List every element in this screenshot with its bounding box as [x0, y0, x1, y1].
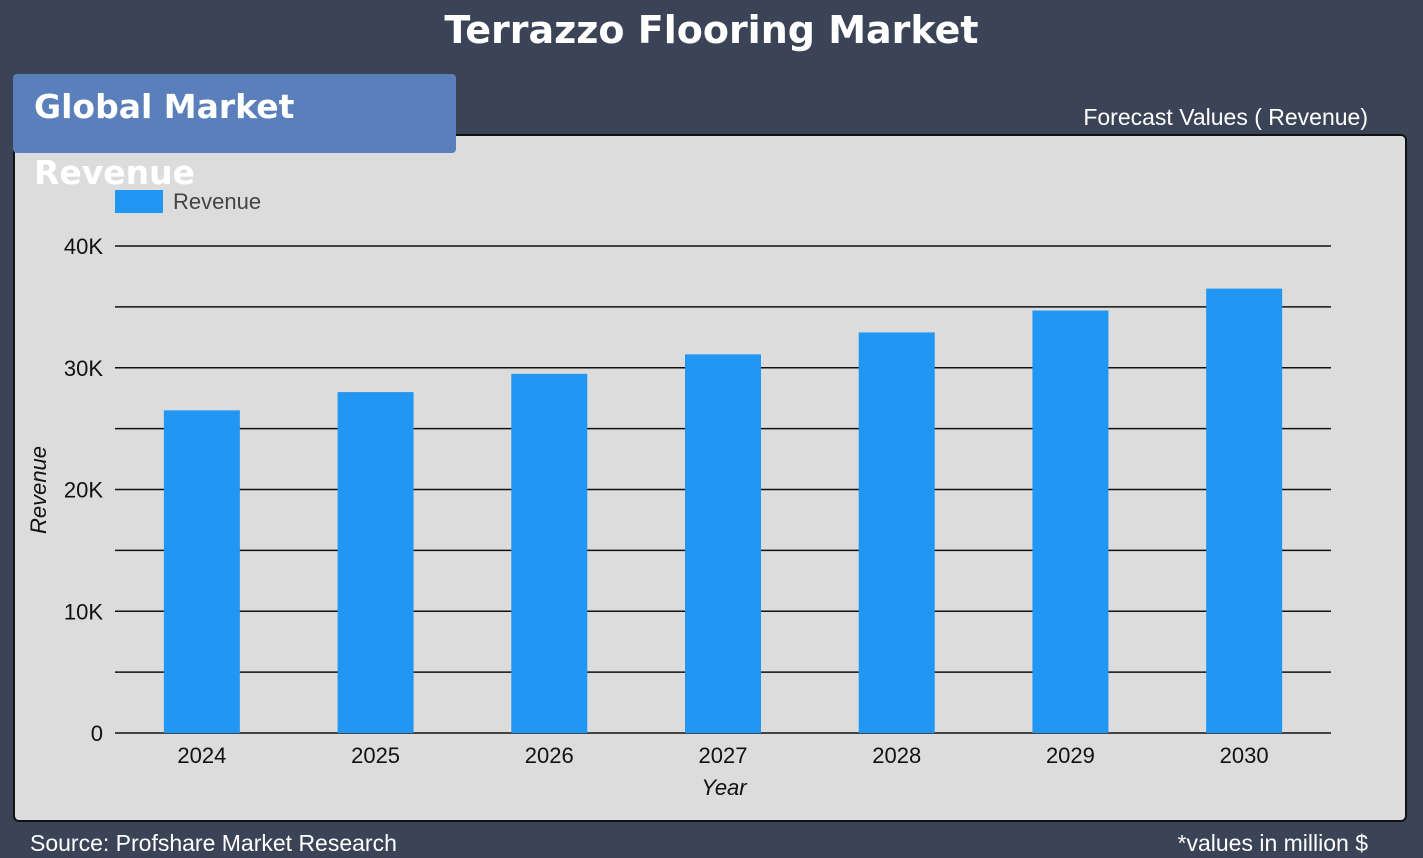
- bar-2025: [337, 392, 414, 733]
- bar-2030: [1206, 288, 1283, 733]
- source-note: Source: Profshare Market Research: [30, 830, 397, 856]
- x-axis-title: Year: [701, 775, 748, 800]
- legend-swatch-revenue: [115, 190, 163, 213]
- units-note: *values in million $: [1177, 830, 1368, 856]
- bar-2028: [858, 332, 935, 733]
- bar-2029: [1032, 310, 1109, 733]
- page-title: Terrazzo Flooring Market: [444, 8, 979, 52]
- legend: Revenue: [115, 189, 261, 214]
- panel-tab: Global Market Revenue: [13, 74, 456, 192]
- y-tick-label: 10K: [64, 599, 103, 624]
- x-tick-label: 2028: [872, 743, 921, 768]
- x-tick-label: 2029: [1046, 743, 1095, 768]
- x-tick-label: 2025: [351, 743, 400, 768]
- y-tick-label: 40K: [64, 234, 103, 259]
- x-tick-labels: 2024 2025 2026 2027 2028 2029 2030: [177, 743, 1268, 768]
- y-tick-label: 30K: [64, 356, 103, 381]
- x-tick-label: 2024: [177, 743, 226, 768]
- y-tick-label: 0: [91, 721, 103, 746]
- x-tick-label: 2026: [525, 743, 574, 768]
- bar-2026: [511, 373, 588, 733]
- y-tick-label: 20K: [64, 478, 103, 503]
- y-tick-labels: 0 10K 20K 30K 40K: [64, 234, 103, 746]
- bars: [163, 288, 1283, 733]
- forecast-label: Forecast Values ( Revenue): [1083, 104, 1368, 130]
- x-tick-label: 2030: [1220, 743, 1269, 768]
- y-axis-title: Revenue: [26, 446, 51, 534]
- bar-2024: [163, 410, 240, 733]
- x-tick-label: 2027: [699, 743, 748, 768]
- legend-label-revenue: Revenue: [173, 189, 261, 214]
- bar-2027: [685, 354, 761, 733]
